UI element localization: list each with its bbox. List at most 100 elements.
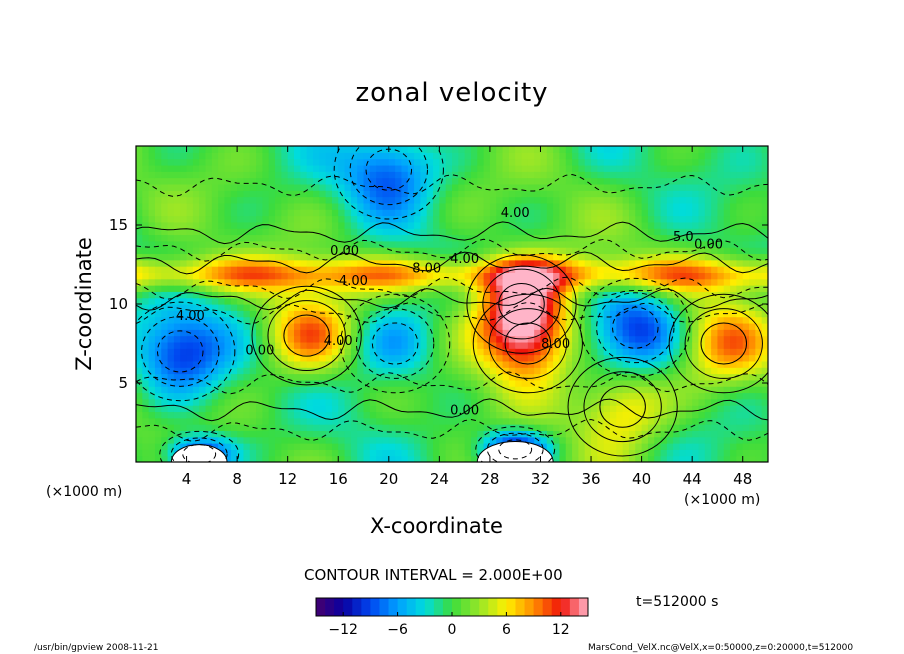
heatmap-cell xyxy=(192,266,200,273)
heatmap-cell xyxy=(142,316,150,324)
heatmap-cell xyxy=(445,386,453,394)
heatmap-cell xyxy=(515,297,523,305)
heatmap-cell xyxy=(243,367,251,375)
heatmap-cell xyxy=(376,379,384,387)
heatmap-cell xyxy=(249,436,257,444)
heatmap-cell xyxy=(306,405,314,413)
heatmap-cell xyxy=(711,310,719,318)
heatmap-cell xyxy=(300,335,308,343)
heatmap-cell xyxy=(148,417,156,425)
heatmap-cell xyxy=(711,430,719,438)
heatmap-cell xyxy=(622,449,630,457)
heatmap-cell xyxy=(414,316,421,324)
heatmap-cell xyxy=(578,386,586,394)
heatmap-cell xyxy=(723,379,731,387)
heatmap-cell xyxy=(508,341,516,349)
heatmap-cell xyxy=(382,272,390,280)
heatmap-cell xyxy=(660,329,668,337)
heatmap-cell xyxy=(711,379,719,387)
heatmap-cell xyxy=(369,234,377,242)
heatmap-cell xyxy=(331,221,339,229)
heatmap-cell xyxy=(294,348,301,356)
heatmap-cell xyxy=(736,158,744,166)
heatmap-cell xyxy=(154,177,162,185)
heatmap-cell xyxy=(553,373,561,381)
heatmap-cell xyxy=(534,190,542,198)
heatmap-cell xyxy=(281,285,289,292)
heatmap-cell xyxy=(489,259,497,267)
heatmap-cell xyxy=(565,152,573,160)
heatmap-cell xyxy=(180,209,188,217)
heatmap-cell xyxy=(559,215,567,223)
heatmap-cell xyxy=(711,164,719,172)
heatmap-cell xyxy=(515,158,523,166)
heatmap-cell xyxy=(489,322,497,330)
heatmap-cell xyxy=(395,164,403,172)
heatmap-cell xyxy=(180,411,188,419)
heatmap-cell xyxy=(237,411,245,419)
heatmap-cell xyxy=(319,183,327,191)
heatmap-cell xyxy=(230,196,238,204)
heatmap-cell xyxy=(407,266,415,273)
heatmap-cell xyxy=(369,455,377,462)
heatmap-cell xyxy=(508,424,516,431)
heatmap-cell xyxy=(540,228,548,236)
heatmap-cell xyxy=(154,367,162,375)
heatmap-cell xyxy=(464,360,472,368)
heatmap-cell xyxy=(344,291,352,299)
heatmap-cell xyxy=(401,455,409,462)
heatmap-cell xyxy=(666,360,674,368)
heatmap-cell xyxy=(167,455,175,462)
heatmap-cell xyxy=(521,291,529,299)
heatmap-cell xyxy=(249,278,257,286)
heatmap-cell xyxy=(717,348,725,356)
heatmap-cell xyxy=(369,449,377,457)
heatmap-cell xyxy=(211,196,219,204)
heatmap-cell xyxy=(654,291,662,299)
heatmap-cell xyxy=(736,266,744,273)
heatmap-cell xyxy=(464,341,472,349)
heatmap-cell xyxy=(344,278,352,286)
heatmap-cell xyxy=(331,379,339,387)
heatmap-cell xyxy=(597,247,605,255)
heatmap-cell xyxy=(647,266,655,273)
heatmap-cell xyxy=(685,221,693,229)
heatmap-cell xyxy=(610,177,617,185)
heatmap-cell xyxy=(148,152,156,160)
heatmap-cell xyxy=(534,310,542,318)
heatmap-cell xyxy=(401,436,409,444)
heatmap-cell xyxy=(641,209,649,217)
heatmap-cell xyxy=(508,234,516,242)
heatmap-cell xyxy=(325,190,333,198)
heatmap-cell xyxy=(154,209,162,217)
heatmap-cell xyxy=(761,341,768,349)
heatmap-cell xyxy=(654,240,662,248)
heatmap-cell xyxy=(136,253,143,261)
heatmap-cell xyxy=(679,234,687,242)
heatmap-cell xyxy=(338,341,346,349)
heatmap-cell xyxy=(527,171,535,179)
heatmap-cell xyxy=(382,398,390,406)
heatmap-cell xyxy=(477,392,485,400)
heatmap-cell xyxy=(294,202,301,210)
heatmap-cell xyxy=(136,335,143,343)
heatmap-cell xyxy=(458,291,466,299)
heatmap-cell xyxy=(363,449,371,457)
heatmap-cell xyxy=(338,272,346,280)
heatmap-cell xyxy=(325,436,333,444)
heatmap-cell xyxy=(622,202,630,210)
heatmap-cell xyxy=(173,285,181,292)
heatmap-cell xyxy=(186,247,194,255)
heatmap-cell xyxy=(489,146,497,153)
heatmap-cell xyxy=(723,455,731,462)
heatmap-cell xyxy=(711,152,719,160)
heatmap-cell xyxy=(230,360,238,368)
heatmap-cell xyxy=(237,405,245,413)
heatmap-cell xyxy=(325,215,333,223)
heatmap-cell xyxy=(142,278,150,286)
heatmap-cell xyxy=(717,430,725,438)
heatmap-cell xyxy=(477,436,485,444)
heatmap-cell xyxy=(287,202,295,210)
heatmap-cell xyxy=(148,209,156,217)
heatmap-cell xyxy=(610,449,617,457)
